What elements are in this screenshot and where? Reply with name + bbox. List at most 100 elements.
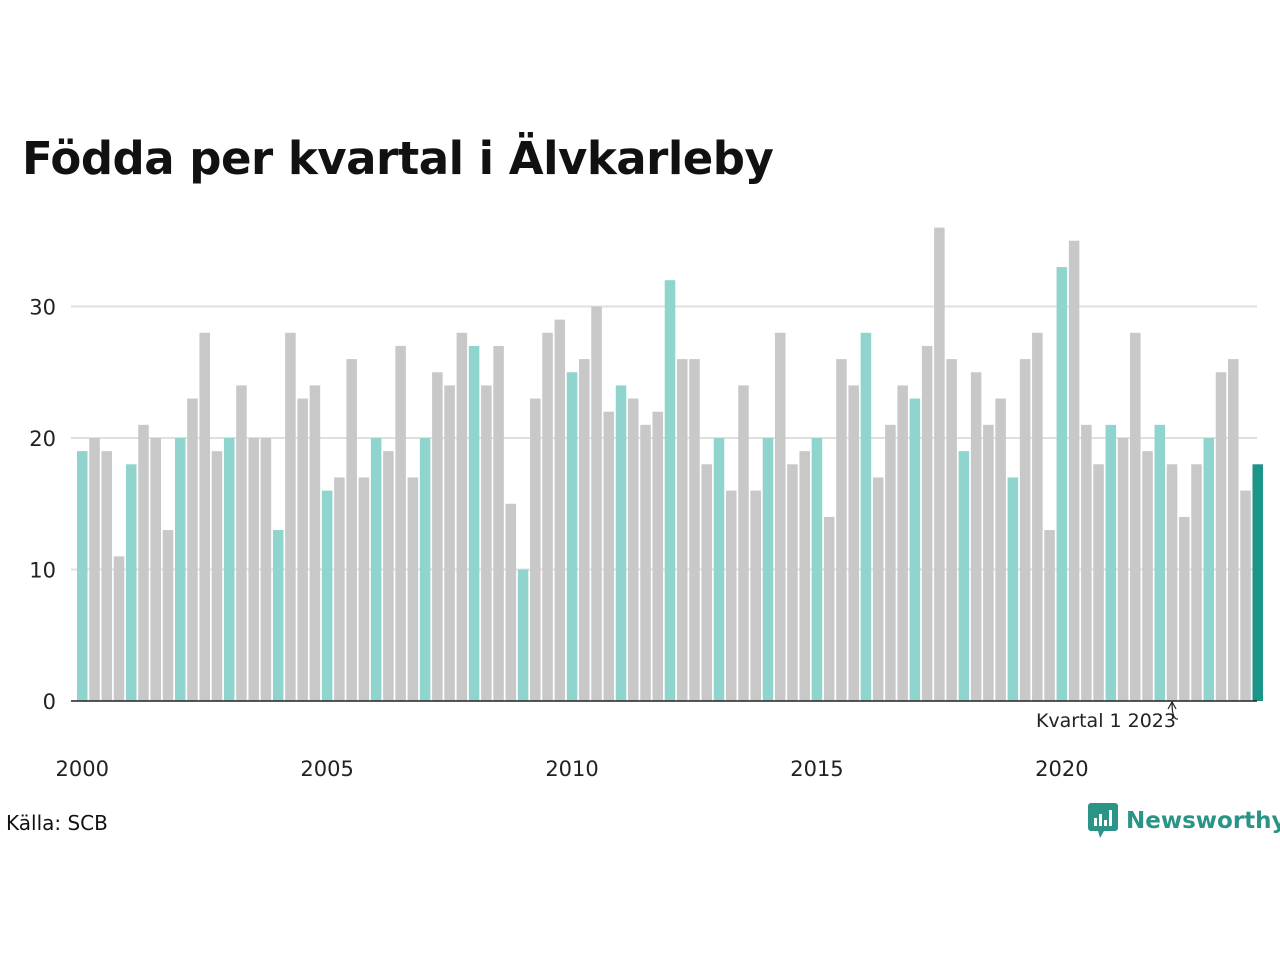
bar: [285, 332, 296, 701]
x-tick-label: 2020: [1035, 757, 1088, 781]
bar: [566, 372, 578, 701]
bar: [713, 438, 725, 701]
bar: [579, 359, 590, 701]
bar: [1240, 490, 1251, 701]
bar: [530, 398, 541, 701]
bar: [101, 451, 113, 701]
bar: [995, 398, 1006, 701]
bar: [248, 438, 259, 701]
annotation: Kvartal 1 2023: [1036, 700, 1179, 732]
bar: [946, 359, 957, 701]
annotation-label: Kvartal 1 2023: [1036, 710, 1176, 732]
bar: [921, 345, 933, 701]
bar: [125, 464, 137, 701]
bar: [432, 372, 443, 701]
x-axis-ticks: 2000 2005 2010 2015 2020: [56, 757, 1089, 781]
bar: [591, 306, 602, 701]
bar: [1117, 438, 1129, 701]
bar: [493, 345, 504, 701]
bar: [138, 424, 149, 701]
bar: [836, 359, 847, 701]
bar: [1093, 464, 1104, 701]
bar: [811, 438, 823, 701]
bar: [848, 385, 859, 701]
bar: [983, 424, 994, 701]
bar: [701, 464, 713, 701]
bar: [652, 411, 664, 701]
chart-title: Födda per kvartal i Älvkarleby: [22, 132, 774, 185]
y-tick-label: 0: [43, 690, 56, 714]
bar: [676, 359, 688, 701]
bar: [113, 556, 125, 701]
bar: [260, 438, 272, 701]
bar: [603, 411, 615, 701]
bar: [187, 398, 198, 701]
bar: [297, 398, 308, 701]
newsworthy-logo-icon: [1088, 803, 1118, 838]
bar: [628, 398, 639, 701]
bar: [774, 332, 786, 701]
bar: [640, 424, 651, 701]
bar: [664, 280, 676, 701]
bar: [860, 332, 872, 701]
bar: [444, 385, 455, 701]
bar: [174, 438, 186, 701]
bar: [542, 332, 553, 701]
bar: [689, 359, 700, 701]
newsworthy-logo: Newsworthy: [1088, 803, 1280, 839]
bar: [762, 438, 774, 701]
bar: [481, 385, 492, 701]
bar: [1154, 424, 1166, 701]
bar: [162, 530, 174, 701]
bar: [517, 569, 529, 701]
bar: [272, 530, 284, 701]
bar: [897, 385, 908, 701]
bar: [309, 385, 321, 701]
bar: [223, 438, 235, 701]
bar: [321, 490, 333, 701]
bar: [1203, 438, 1215, 701]
annotation-arrowhead: [1167, 700, 1177, 710]
bar: [1007, 477, 1019, 701]
x-tick-label: 2010: [545, 757, 598, 781]
y-axis-ticks: 0 10 20 30: [29, 296, 56, 715]
bar: [615, 385, 627, 701]
bar: [1032, 332, 1043, 701]
bar: [1081, 424, 1092, 701]
y-tick-label: 20: [29, 427, 56, 451]
bar: [419, 438, 431, 701]
bar: [334, 477, 345, 701]
bar: [738, 385, 749, 701]
bar: [370, 438, 382, 701]
bar: [383, 451, 394, 701]
y-tick-label: 30: [29, 296, 56, 320]
bar: [407, 477, 419, 701]
bar: [934, 227, 945, 701]
bar: [885, 424, 896, 701]
bar: [77, 451, 88, 701]
bar: [1191, 464, 1202, 701]
bar: [970, 372, 982, 701]
bar: [1056, 267, 1068, 701]
bar: [211, 451, 223, 701]
bar: [150, 438, 161, 701]
bar: [505, 503, 517, 701]
y-tick-label: 10: [29, 559, 56, 583]
bar: [199, 332, 210, 701]
bar: [1019, 359, 1031, 701]
bar: [1179, 516, 1190, 701]
newsworthy-logo-text: Newsworthy: [1126, 808, 1280, 834]
bar: [872, 477, 884, 701]
annotation-arrow: [1171, 702, 1179, 720]
bar: [909, 398, 921, 701]
bar: [456, 332, 468, 701]
bar: [554, 319, 566, 701]
x-tick-label: 2015: [790, 757, 843, 781]
bar: [1166, 464, 1178, 701]
bar: [395, 345, 406, 701]
bar: [823, 516, 835, 701]
bar: [358, 477, 370, 701]
bar: [958, 451, 970, 701]
bar: [725, 490, 737, 701]
